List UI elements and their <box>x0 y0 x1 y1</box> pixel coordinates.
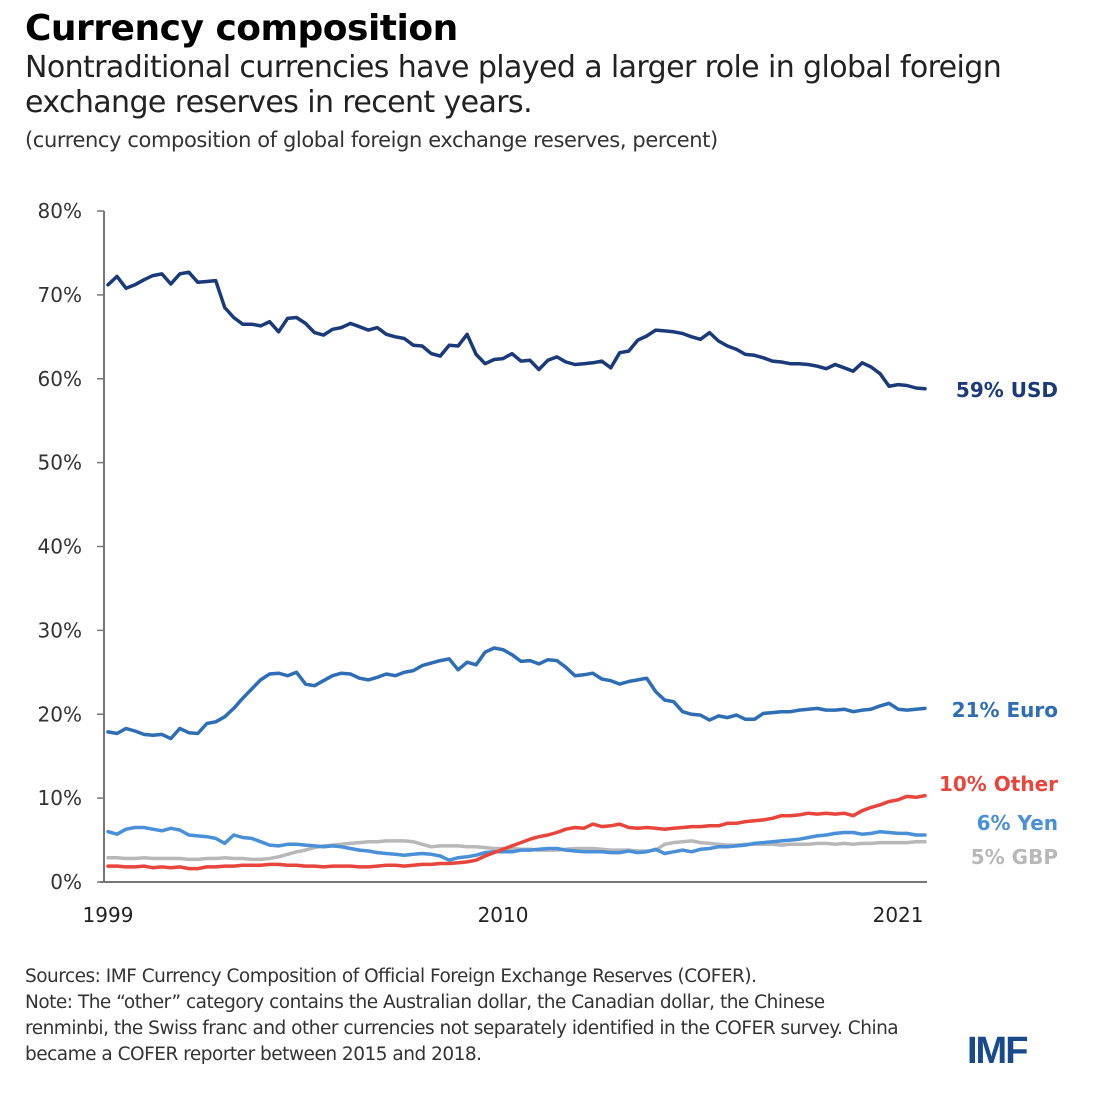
y-tick-label: 0% <box>50 870 82 894</box>
series-line-euro <box>106 646 927 741</box>
chart-subtitle: Nontraditional currencies have played a … <box>25 50 1002 120</box>
series-line-gbp <box>106 839 927 862</box>
imf-logo: IMF <box>967 1030 1028 1072</box>
series-lines <box>106 270 927 871</box>
y-tick-label: 80% <box>38 199 82 223</box>
end-label-other: 10% Other <box>939 772 1058 796</box>
x-tick-label: 2010 <box>478 903 529 927</box>
y-tick-label: 10% <box>38 786 82 810</box>
source-note: Sources: IMF Currency Composition of Off… <box>25 964 905 1068</box>
note-text: Note: The “other” category contains the … <box>25 992 899 1065</box>
end-label-usd: 59% USD <box>956 378 1058 402</box>
source-text: Sources: IMF Currency Composition of Off… <box>25 966 757 987</box>
x-axis: 1999 2010 2021 <box>83 881 927 927</box>
series-line-usd <box>106 270 927 391</box>
series-line-yen <box>106 825 927 862</box>
end-label-yen: 6% Yen <box>977 811 1058 835</box>
end-label-euro: 21% Euro <box>952 698 1058 722</box>
chart-unit-note: (currency composition of global foreign … <box>25 128 718 152</box>
x-tick-label: 1999 <box>83 903 134 927</box>
x-tick-label: 2021 <box>873 903 924 927</box>
end-label-gbp: 5% GBP <box>971 845 1058 869</box>
line-chart: 0%10%20%30%40%50%60%70%80% 1999 2010 2021 … <box>38 199 1059 927</box>
y-tick-label: 50% <box>38 451 82 475</box>
series-line-other <box>106 793 927 871</box>
y-tick-label: 40% <box>38 535 82 559</box>
y-tick-label: 70% <box>38 283 82 307</box>
y-tick-label: 60% <box>38 367 82 391</box>
chart-title: Currency composition <box>25 8 458 49</box>
y-tick-label: 30% <box>38 618 82 642</box>
y-tick-label: 20% <box>38 702 82 726</box>
y-axis: 0% 10% 20% 30% 40% 50% 60% 70% 80% <box>38 199 105 894</box>
end-labels: 59% USD 21% Euro 10% Other 6% Yen 5% GBP <box>939 378 1058 869</box>
